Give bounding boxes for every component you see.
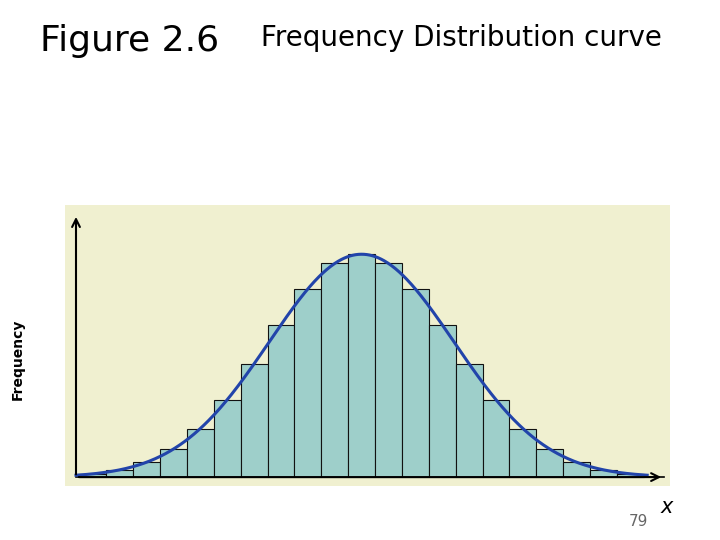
Bar: [429, 325, 456, 477]
Bar: [402, 289, 429, 477]
Bar: [321, 264, 348, 477]
Bar: [590, 470, 617, 477]
Bar: [240, 364, 268, 477]
Bar: [133, 462, 160, 477]
Bar: [510, 429, 536, 477]
Bar: [456, 364, 482, 477]
Text: Figure 2.6: Figure 2.6: [40, 24, 219, 58]
Text: Frequency Distribution curve: Frequency Distribution curve: [252, 24, 662, 52]
Bar: [79, 474, 107, 477]
Bar: [617, 474, 644, 477]
Bar: [482, 400, 510, 477]
Bar: [563, 462, 590, 477]
Bar: [268, 325, 294, 477]
Bar: [107, 470, 133, 477]
Bar: [214, 400, 240, 477]
Text: 79: 79: [629, 514, 648, 529]
Bar: [348, 254, 375, 477]
Bar: [536, 449, 563, 477]
Bar: [294, 289, 321, 477]
Bar: [187, 429, 214, 477]
Bar: [160, 449, 187, 477]
Bar: [375, 264, 402, 477]
Text: Frequency: Frequency: [11, 319, 25, 400]
Text: x: x: [661, 497, 673, 517]
